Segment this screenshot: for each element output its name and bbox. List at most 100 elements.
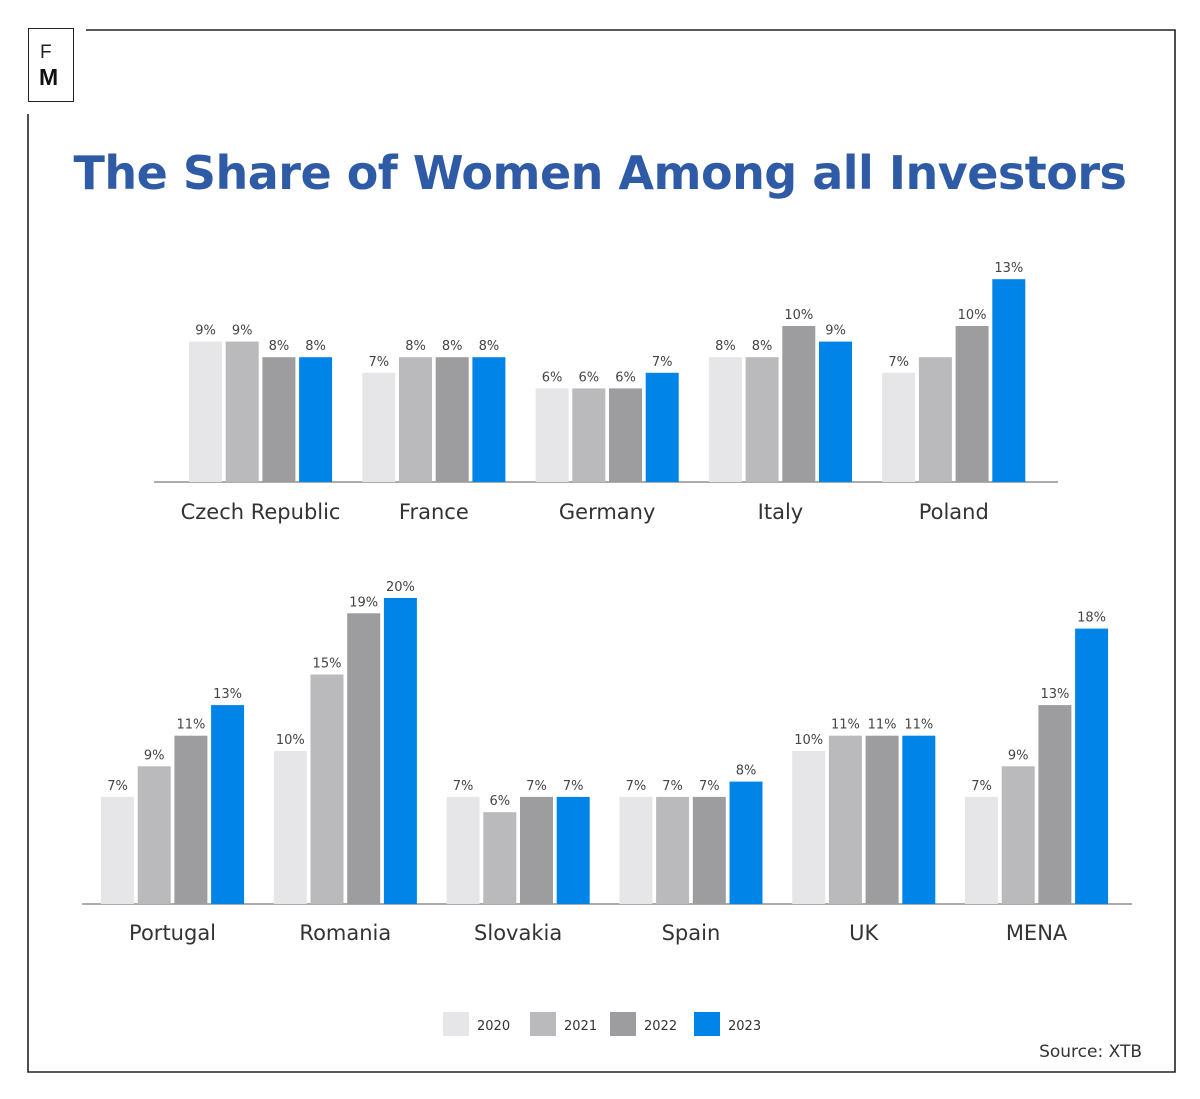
data-label: 8%: [269, 339, 290, 354]
data-label: 10%: [276, 733, 305, 748]
bar-uk-2021: [828, 735, 862, 904]
bar-czech-republic-2023: [299, 357, 333, 482]
bar-slovakia-2021: [483, 812, 517, 904]
data-label: 7%: [662, 779, 683, 794]
bar-poland-2023: [992, 279, 1026, 482]
bar-uk-2023: [902, 735, 936, 904]
bar-germany-2023: [645, 372, 679, 482]
data-label: 19%: [349, 595, 378, 610]
bar-italy-2021: [745, 357, 779, 482]
legend-swatch-2023: [694, 1012, 720, 1036]
legend-label: 2021: [564, 1019, 597, 1034]
bar-france-2022: [435, 357, 469, 482]
bar-czech-republic-2021: [225, 341, 259, 482]
legend: 2020 2021 2022 2023: [443, 1012, 761, 1036]
category-label: Portugal: [129, 921, 216, 945]
data-label: 11%: [868, 718, 897, 733]
bar-poland-2022: [955, 326, 989, 482]
data-label: 18%: [1077, 611, 1106, 626]
data-label: 7%: [526, 779, 547, 794]
legend-swatch-2021: [530, 1012, 556, 1036]
data-label: 9%: [195, 324, 216, 339]
bar-germany-2022: [609, 388, 642, 482]
page-title: The Share of Women Among all Investors: [73, 146, 1127, 200]
category-label: France: [399, 500, 469, 524]
legend-swatch-2022: [610, 1012, 636, 1036]
data-label: 7%: [699, 779, 720, 794]
category-label: Italy: [758, 500, 804, 524]
bar-mena-2021: [1001, 766, 1035, 904]
data-label: 20%: [386, 580, 415, 595]
bar-slovakia-2023: [556, 796, 590, 904]
bar-poland-2020: [882, 372, 916, 482]
chart-top-panel: 9% 9% 8% 8% Czech Republic 7% 8% 8% 8% France 6% 6%…: [154, 261, 1058, 524]
data-label: 8%: [715, 339, 736, 354]
bar-czech-republic-2020: [189, 341, 222, 482]
category-label: Germany: [559, 500, 656, 524]
data-label: 9%: [1008, 748, 1029, 763]
bar-czech-republic-2022: [262, 357, 296, 482]
bar-slovakia-2022: [520, 796, 553, 904]
data-label: 13%: [213, 687, 242, 702]
data-label: 15%: [313, 657, 342, 672]
bar-mena-2020: [965, 796, 998, 904]
data-label: 8%: [442, 339, 463, 354]
bar-spain-2022: [692, 796, 726, 904]
data-label: 7%: [107, 779, 128, 794]
data-label: 13%: [1040, 687, 1069, 702]
data-label: 11%: [904, 718, 933, 733]
bar-germany-2020: [535, 388, 569, 482]
category-label: Spain: [662, 921, 721, 945]
data-label: 8%: [405, 339, 426, 354]
data-label: 6%: [489, 794, 510, 809]
data-label: 7%: [888, 355, 909, 370]
bar-france-2021: [399, 357, 432, 482]
data-label: 9%: [825, 324, 846, 339]
bar-france-2023: [472, 357, 506, 482]
bar-france-2020: [362, 372, 396, 482]
logo: [28, 28, 74, 102]
bar-romania-2020: [273, 751, 307, 904]
data-label: 9%: [232, 324, 253, 339]
data-label: 6%: [578, 370, 599, 385]
category-label: Czech Republic: [181, 500, 341, 524]
category-label: Romania: [299, 921, 391, 945]
bar-romania-2021: [310, 674, 344, 904]
bar-poland-2021: [918, 357, 952, 482]
data-label: 7%: [652, 355, 673, 370]
bar-mena-2023: [1075, 628, 1109, 904]
category-label: Slovakia: [474, 921, 562, 945]
data-label: 10%: [958, 308, 987, 323]
logo-letter-f: F: [40, 42, 52, 63]
logo-letter-m: M: [39, 64, 59, 90]
bar-uk-2022: [865, 735, 899, 904]
legend-swatch-2020: [443, 1012, 469, 1036]
data-label: 7%: [971, 779, 992, 794]
data-label: 10%: [784, 308, 813, 323]
data-label: 8%: [752, 339, 773, 354]
data-label: 6%: [542, 370, 563, 385]
bar-slovakia-2020: [446, 796, 480, 904]
data-label: 6%: [615, 370, 636, 385]
data-label: 13%: [994, 261, 1023, 276]
bar-germany-2021: [572, 388, 606, 482]
bar-romania-2023: [383, 598, 417, 904]
data-label: 7%: [368, 355, 389, 370]
bar-spain-2023: [729, 781, 763, 904]
bar-romania-2022: [347, 613, 381, 904]
data-label: 9%: [144, 748, 165, 763]
data-label: 8%: [305, 339, 326, 354]
bar-italy-2020: [708, 357, 742, 482]
legend-label: 2020: [477, 1019, 510, 1034]
data-label: 7%: [626, 779, 647, 794]
bar-portugal-2020: [101, 796, 134, 904]
category-label: Poland: [919, 500, 989, 524]
legend-label: 2022: [644, 1019, 677, 1034]
data-label: 8%: [479, 339, 500, 354]
data-label: 8%: [736, 764, 757, 779]
bar-italy-2023: [819, 341, 852, 482]
bar-portugal-2022: [174, 735, 208, 904]
category-label: UK: [849, 921, 879, 945]
bar-spain-2021: [656, 796, 690, 904]
